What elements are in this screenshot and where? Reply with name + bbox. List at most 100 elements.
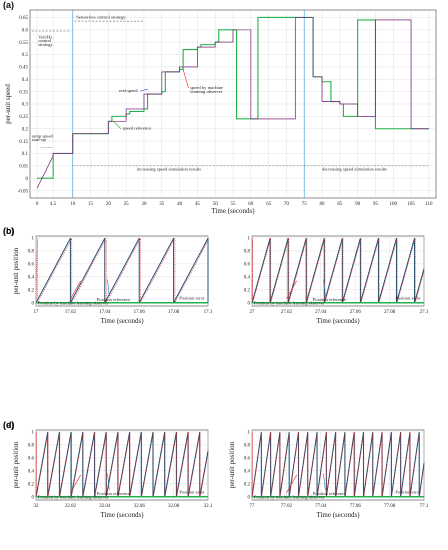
y-tick-label: 0.35 xyxy=(19,90,28,95)
annotation: Volt/Hz xyxy=(38,34,52,39)
y-tick-label: 0.55 xyxy=(19,41,28,46)
x-tick-label: 15 xyxy=(88,202,94,207)
annotation: decreasing speed simulation results xyxy=(322,167,387,172)
annotation: speed by machine xyxy=(190,85,223,90)
position-reference-label: Position reference xyxy=(97,491,130,496)
position-real-line xyxy=(251,432,425,497)
x-tick-label: 77.08 xyxy=(384,504,396,509)
x-tick-label: 77.02 xyxy=(281,504,293,509)
x-tick-label: 85 xyxy=(337,202,343,207)
annotation: real speed xyxy=(119,88,138,93)
panel-label: (b) xyxy=(3,226,15,236)
speed-series-2 xyxy=(36,17,429,189)
y-tick-label: 0.15 xyxy=(19,140,28,145)
observer-speed-arrow xyxy=(182,69,189,89)
chart-a: (a) 0 4.5 10 15 20 25 30 35 40 45 50 55 60 65 70 75 80 85 9… xyxy=(3,0,437,215)
observer-pointer xyxy=(70,474,81,494)
y-axis-label: per-unit position xyxy=(12,247,20,294)
x-tick-label: 50 xyxy=(213,202,219,207)
chart-b: (b) 17 17.02 17.04 17.06 17.08 17.1 0 0.2 0.4 0.6 0… xyxy=(3,226,213,325)
y-tick-label: 0.45 xyxy=(19,66,28,71)
position-reference-label: Position reference xyxy=(313,297,346,302)
position-error-label: Position error xyxy=(395,296,421,301)
x-tick-label: 27 xyxy=(250,310,256,315)
position-observer-line xyxy=(251,432,425,497)
x-tick-label: 32.1 xyxy=(204,504,213,509)
annotation: learning observer xyxy=(190,89,222,94)
position-reference-label: Position reference xyxy=(313,491,346,496)
y-tick-label: 0.6 xyxy=(244,263,251,268)
x-tick-label: 95 xyxy=(373,202,379,207)
y-tick-label: 0.4 xyxy=(244,470,251,475)
y-tick-label: 0.6 xyxy=(244,457,251,462)
annotation: speed reference xyxy=(123,126,152,131)
x-tick-label: 77.04 xyxy=(315,504,327,509)
x-tick-label: 17.06 xyxy=(134,310,146,315)
x-tick-label: 17 xyxy=(34,310,40,315)
position-observer-line xyxy=(35,238,209,303)
observer-pointer xyxy=(70,280,81,300)
y-tick-label: 1 xyxy=(32,237,35,242)
x-tick-label: 4.5 xyxy=(50,202,57,207)
y-tick-label: 0 xyxy=(26,177,29,182)
y-axis-label: per-unit speed xyxy=(4,84,12,124)
position-reference-label: Position reference xyxy=(97,297,130,302)
y-axis-label: per-unit position xyxy=(228,441,236,488)
x-tick-label: 45 xyxy=(195,202,201,207)
position-observer-label: Position by machine learning observer xyxy=(38,495,109,500)
x-axis-label: Time (seconds) xyxy=(100,317,144,325)
reference-pointer xyxy=(323,279,326,297)
y-tick-label: 0.8 xyxy=(28,250,35,255)
y-tick-label: 0 xyxy=(32,495,35,500)
annotation: increasing speed simulation results xyxy=(137,167,201,172)
x-tick-label: 27.02 xyxy=(281,310,293,315)
x-tick-label: 27.06 xyxy=(350,310,362,315)
x-tick-label: 32.02 xyxy=(65,504,77,509)
y-tick-label: 0.8 xyxy=(244,250,251,255)
x-tick-label: 17.02 xyxy=(65,310,77,315)
y-tick-label: 0.2 xyxy=(28,482,35,487)
x-tick-label: 17.04 xyxy=(99,310,111,315)
x-tick-label: 80 xyxy=(320,202,326,207)
annotation: ramp speed xyxy=(32,133,54,138)
y-tick-label: -0.05 xyxy=(18,189,29,194)
y-tick-label: 1 xyxy=(32,431,35,436)
y-tick-label: 0.8 xyxy=(244,444,251,449)
position-observer-line xyxy=(35,432,209,497)
x-tick-label: 40 xyxy=(177,202,183,207)
position-real-line xyxy=(251,238,425,303)
annotation: strategy xyxy=(38,42,53,47)
y-tick-label: 0 xyxy=(248,301,251,306)
x-tick-label: 55 xyxy=(231,202,237,207)
reference-pointer xyxy=(323,473,326,491)
x-tick-label: 77 xyxy=(250,504,256,509)
x-tick-label: 35 xyxy=(159,202,165,207)
y-tick-label: 1 xyxy=(248,431,251,436)
annotation: Sensorless control strategy xyxy=(76,15,126,20)
y-tick-label: 0.05 xyxy=(19,165,28,170)
y-tick-label: 0.2 xyxy=(28,288,35,293)
x-tick-label: 17.1 xyxy=(204,310,213,315)
x-axis-label: Time (seconds) xyxy=(316,511,360,519)
x-tick-label: 75 xyxy=(302,202,308,207)
x-tick-label: 20 xyxy=(106,202,112,207)
y-tick-label: 0.4 xyxy=(28,470,35,475)
position-error-label: Position error xyxy=(179,490,205,495)
x-tick-label: 32.06 xyxy=(134,504,146,509)
y-tick-label: 0.1 xyxy=(22,152,29,157)
position-observer-label: Position by machine learning observer xyxy=(254,301,325,306)
y-tick-label: 0.6 xyxy=(28,263,35,268)
y-tick-label: 0.6 xyxy=(28,457,35,462)
position-real-line xyxy=(35,432,209,497)
chart-c: (c) 27 27.02 27.04 27.06 27.08 27.1 0 0.2 0.4 0.6 0… xyxy=(3,226,429,325)
x-tick-label: 105 xyxy=(407,202,415,207)
y-tick-label: 0.6 xyxy=(22,28,29,33)
x-tick-label: 27.04 xyxy=(315,310,327,315)
y-tick-label: 0.2 xyxy=(244,482,251,487)
x-tick-label: 100 xyxy=(390,202,398,207)
y-tick-label: 0.2 xyxy=(244,288,251,293)
x-tick-label: 10 xyxy=(70,202,76,207)
x-tick-label: 90 xyxy=(355,202,361,207)
x-tick-label: 17.08 xyxy=(168,310,180,315)
